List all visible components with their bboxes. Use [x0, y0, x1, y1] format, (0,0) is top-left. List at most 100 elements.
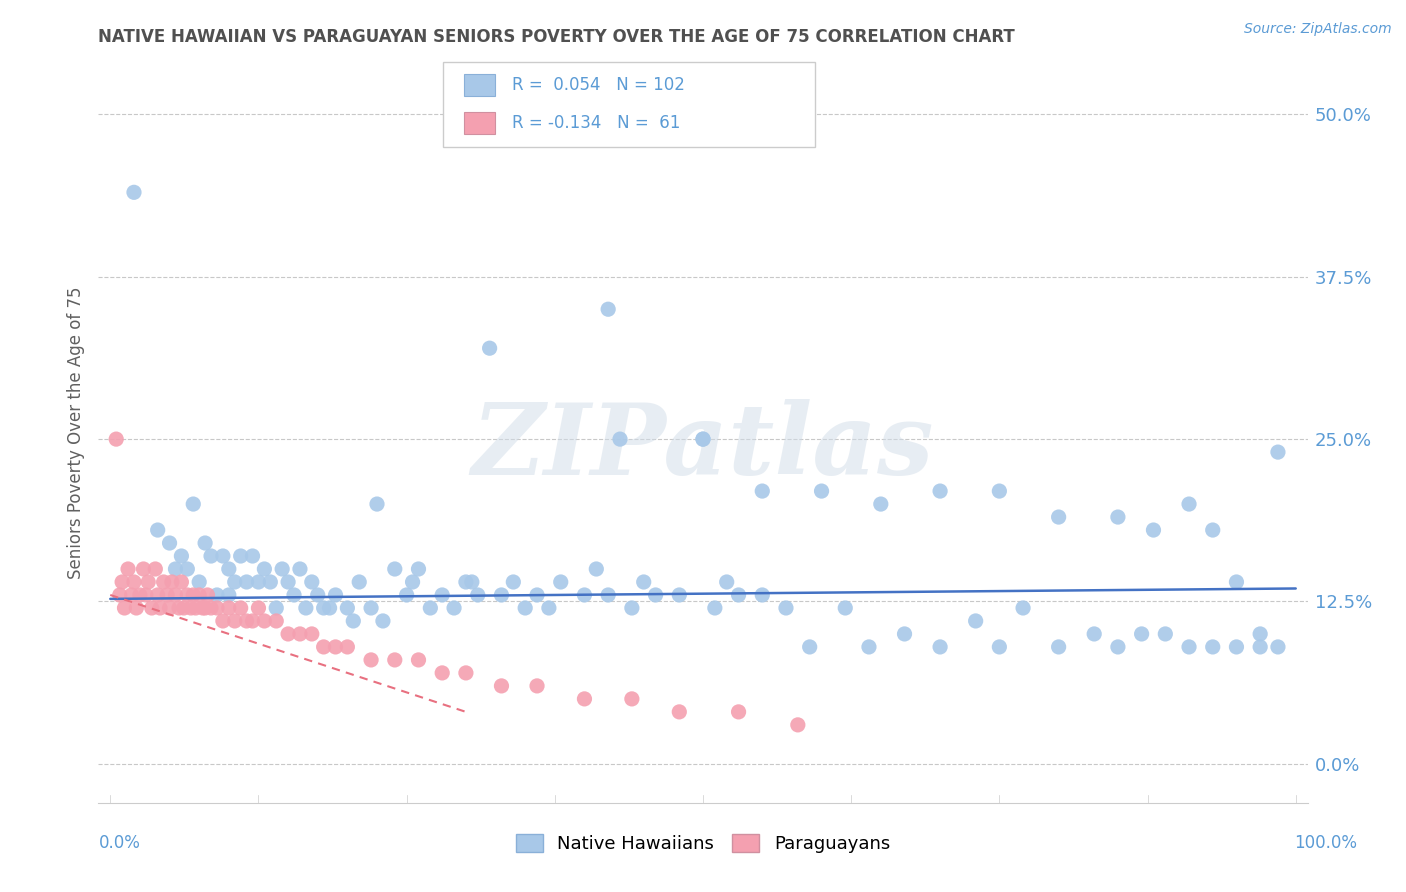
Point: [585, 562, 607, 576]
Point: [703, 601, 725, 615]
Point: [188, 588, 211, 602]
Point: [259, 574, 281, 589]
Point: [751, 484, 773, 499]
Point: [620, 601, 643, 615]
Point: [188, 574, 211, 589]
Point: [200, 601, 222, 615]
Point: [384, 653, 406, 667]
Point: [692, 432, 714, 446]
Point: [716, 574, 738, 589]
Point: [965, 614, 987, 628]
Point: [212, 549, 235, 563]
Point: [478, 341, 501, 355]
Point: [727, 588, 749, 602]
Point: [129, 588, 152, 602]
Point: [253, 614, 276, 628]
Point: [173, 601, 195, 615]
Point: [159, 601, 181, 615]
Point: [360, 601, 382, 615]
Legend: Native Hawaiians, Paraguayans: Native Hawaiians, Paraguayans: [509, 827, 897, 861]
Point: [834, 601, 856, 615]
Point: [264, 614, 287, 628]
Point: [229, 601, 252, 615]
Point: [395, 588, 418, 602]
Point: [336, 601, 359, 615]
Point: [122, 574, 145, 589]
Point: [1267, 445, 1289, 459]
Point: [288, 627, 311, 641]
Point: [668, 705, 690, 719]
Point: [295, 601, 318, 615]
Text: ZIPatlas: ZIPatlas: [472, 400, 934, 496]
Point: [342, 614, 364, 628]
Point: [1142, 523, 1164, 537]
Text: 0.0%: 0.0%: [98, 834, 141, 852]
Point: [181, 588, 204, 602]
Point: [1178, 640, 1201, 654]
Point: [1012, 601, 1035, 615]
Text: 100.0%: 100.0%: [1294, 834, 1357, 852]
Point: [200, 549, 222, 563]
Point: [301, 627, 323, 641]
Point: [135, 588, 157, 602]
Point: [149, 601, 172, 615]
Point: [550, 574, 572, 589]
Text: R =  0.054   N = 102: R = 0.054 N = 102: [512, 76, 685, 95]
Point: [218, 601, 240, 615]
Point: [170, 574, 193, 589]
Point: [432, 588, 454, 602]
Point: [869, 497, 891, 511]
Point: [515, 601, 537, 615]
Point: [205, 601, 228, 615]
Point: [312, 601, 335, 615]
Point: [786, 718, 808, 732]
Point: [176, 588, 198, 602]
Point: [751, 588, 773, 602]
Point: [620, 692, 643, 706]
Point: [810, 484, 832, 499]
Point: [197, 588, 219, 602]
Point: [443, 601, 465, 615]
Point: [1225, 574, 1247, 589]
Point: [141, 601, 163, 615]
Point: [347, 574, 370, 589]
Point: [1083, 627, 1105, 641]
Point: [408, 562, 430, 576]
Point: [212, 614, 235, 628]
Point: [454, 665, 477, 680]
Point: [325, 588, 347, 602]
Point: [598, 302, 620, 317]
Point: [1249, 627, 1271, 641]
Point: [242, 549, 264, 563]
Point: [360, 653, 382, 667]
Point: [247, 601, 270, 615]
Point: [194, 536, 217, 550]
Point: [132, 562, 155, 576]
Point: [1249, 640, 1271, 654]
Point: [1178, 497, 1201, 511]
Point: [1202, 640, 1225, 654]
Point: [1047, 640, 1070, 654]
Point: [318, 601, 340, 615]
Point: [467, 588, 489, 602]
Point: [218, 588, 240, 602]
Point: [146, 523, 169, 537]
Point: [191, 601, 214, 615]
Point: [283, 588, 305, 602]
Point: [929, 640, 952, 654]
Point: [180, 601, 202, 615]
Point: [461, 574, 484, 589]
Point: [194, 601, 217, 615]
Point: [184, 601, 207, 615]
Point: [181, 497, 204, 511]
Point: [125, 601, 148, 615]
Point: [1107, 510, 1129, 524]
Point: [176, 562, 198, 576]
Point: [277, 574, 299, 589]
Point: [247, 574, 270, 589]
Point: [1202, 523, 1225, 537]
Point: [336, 640, 359, 654]
Point: [218, 562, 240, 576]
Point: [668, 588, 690, 602]
Point: [988, 640, 1011, 654]
